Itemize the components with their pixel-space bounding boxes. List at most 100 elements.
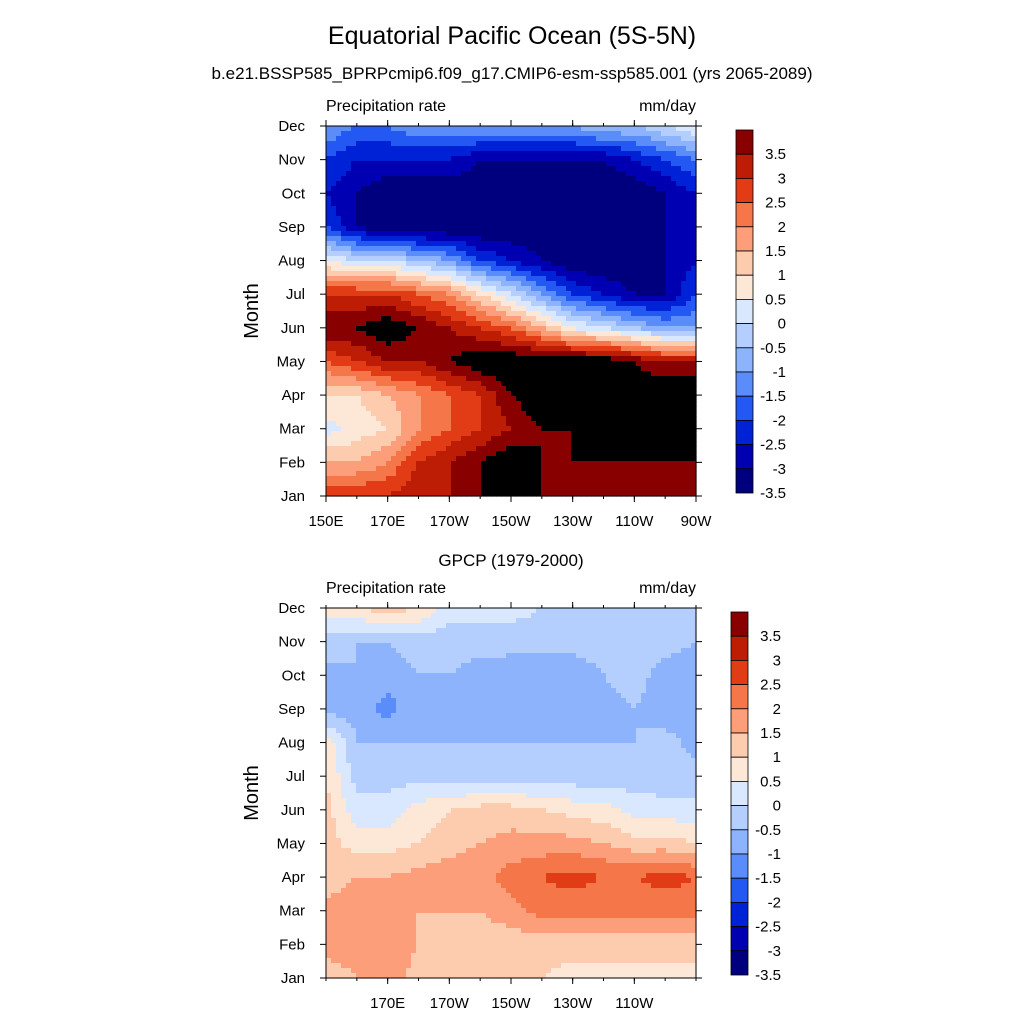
heatmap-cell <box>386 221 392 227</box>
heatmap-cell <box>386 186 392 192</box>
heatmap-cell <box>571 321 577 327</box>
heatmap-cell <box>506 231 512 237</box>
heatmap-cell <box>511 421 517 427</box>
heatmap-cell <box>591 336 597 342</box>
heatmap-cell <box>496 386 502 392</box>
heatmap-cell <box>361 241 367 247</box>
heatmap-cell <box>666 346 672 352</box>
heatmap-cell <box>376 196 382 202</box>
heatmap-cell <box>546 331 552 337</box>
heatmap-cell <box>441 276 447 282</box>
heatmap-cell <box>681 281 687 287</box>
heatmap-cell <box>656 446 662 452</box>
heatmap-cell <box>376 191 382 197</box>
heatmap-cell <box>521 321 527 327</box>
heatmap-cell <box>626 231 632 237</box>
heatmap-cell <box>521 286 527 292</box>
heatmap-cell <box>391 256 397 262</box>
heatmap-cell <box>436 296 442 302</box>
heatmap-cell <box>491 316 497 322</box>
heatmap-cell <box>571 156 577 162</box>
heatmap-cell <box>326 421 332 427</box>
heatmap-cell <box>441 356 447 362</box>
heatmap-cell <box>621 286 627 292</box>
heatmap-cell <box>356 406 362 412</box>
heatmap-cell <box>571 271 577 277</box>
heatmap-cell <box>516 391 522 397</box>
heatmap-cell <box>411 276 417 282</box>
heatmap-cell <box>416 251 422 257</box>
heatmap-cell <box>626 421 632 427</box>
heatmap-cell <box>571 431 577 437</box>
heatmap-cell <box>601 371 607 377</box>
heatmap-cell <box>466 141 472 147</box>
heatmap-cell <box>471 286 477 292</box>
heatmap-cell <box>396 171 402 177</box>
heatmap-cell <box>451 321 457 327</box>
heatmap-cell <box>436 321 442 327</box>
heatmap-cell <box>486 301 492 307</box>
heatmap-cell <box>371 406 377 412</box>
heatmap-cell <box>451 456 457 462</box>
heatmap-cell <box>411 431 417 437</box>
heatmap-cell <box>431 251 437 257</box>
heatmap-cell <box>681 151 687 157</box>
heatmap-cell <box>571 406 577 412</box>
heatmap-cell <box>341 316 347 322</box>
heatmap-cell <box>546 246 552 252</box>
heatmap-cell <box>341 311 347 317</box>
heatmap-cell <box>581 321 587 327</box>
heatmap-cell <box>591 176 597 182</box>
heatmap-cell <box>541 196 547 202</box>
heatmap-cell <box>586 441 592 447</box>
heatmap-cell <box>596 136 602 142</box>
heatmap-cell <box>631 291 637 297</box>
heatmap-cell <box>436 151 442 157</box>
heatmap-cell <box>471 261 477 267</box>
heatmap-cell <box>581 296 587 302</box>
heatmap-cell <box>471 186 477 192</box>
heatmap-cell <box>611 286 617 292</box>
heatmap-cell <box>691 221 697 227</box>
heatmap-cell <box>671 271 677 277</box>
heatmap-cell <box>501 331 507 337</box>
heatmap-cell <box>356 286 362 292</box>
heatmap-cell <box>531 256 537 262</box>
heatmap-cell <box>431 211 437 217</box>
heatmap-cell <box>676 196 682 202</box>
heatmap-cell <box>471 301 477 307</box>
heatmap-cell <box>691 431 697 437</box>
heatmap-cell <box>646 326 652 332</box>
heatmap-cell <box>611 396 617 402</box>
heatmap-cell <box>691 376 697 382</box>
heatmap-cell <box>421 381 427 387</box>
heatmap-cell <box>596 276 602 282</box>
heatmap-cell <box>681 411 687 417</box>
heatmap-cell <box>491 181 497 187</box>
heatmap-cell <box>506 451 512 457</box>
heatmap-cell <box>651 406 657 412</box>
heatmap-cell <box>511 136 517 142</box>
heatmap-cell <box>421 376 427 382</box>
heatmap-cell <box>366 401 372 407</box>
heatmap-cell <box>481 396 487 402</box>
heatmap-cell <box>451 381 457 387</box>
heatmap-cell <box>376 186 382 192</box>
heatmap-cell <box>436 311 442 317</box>
heatmap-cell <box>601 301 607 307</box>
heatmap-cell <box>336 136 342 142</box>
heatmap-cell <box>661 286 667 292</box>
heatmap-cell <box>631 436 637 442</box>
heatmap-cell <box>336 441 342 447</box>
heatmap-cell <box>571 206 577 212</box>
heatmap-cell <box>401 201 407 207</box>
heatmap-cell <box>361 346 367 352</box>
heatmap-cell <box>586 451 592 457</box>
heatmap-cell <box>461 161 467 167</box>
heatmap-cell <box>421 336 427 342</box>
heatmap-cell <box>351 226 357 232</box>
heatmap-cell <box>566 411 572 417</box>
heatmap-cell <box>411 461 417 467</box>
heatmap-cell <box>471 381 477 387</box>
heatmap-cell <box>606 401 612 407</box>
